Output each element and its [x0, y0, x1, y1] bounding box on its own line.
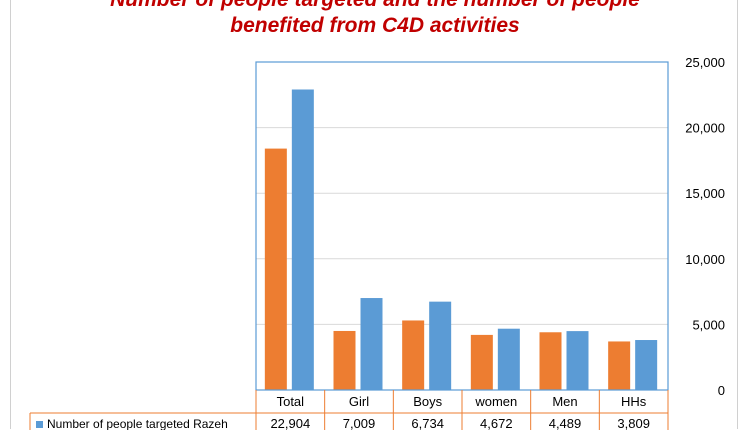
chart-border	[10, 0, 738, 429]
data-table-value: 22,904	[270, 416, 310, 430]
bar[interactable]	[402, 320, 425, 390]
plot-area-frame	[255, 61, 669, 391]
chart-title-line1: Number of people targeted and the number…	[0, 0, 750, 12]
y-tick-label: 10,000	[685, 252, 725, 267]
x-category-label: Total	[277, 394, 305, 409]
bar[interactable]	[635, 340, 658, 390]
bar[interactable]	[333, 330, 356, 390]
bar[interactable]	[360, 298, 383, 390]
x-category-label: Men	[552, 394, 577, 409]
y-tick-label: 20,000	[685, 121, 725, 136]
bar[interactable]	[497, 328, 520, 390]
legend-series-name: Number of people targeted Razeh	[47, 417, 228, 430]
bar[interactable]	[566, 331, 589, 390]
legend-swatch	[36, 421, 43, 428]
y-tick-label: 15,000	[685, 186, 725, 201]
x-category-label: HHs	[621, 394, 647, 409]
bar[interactable]	[470, 334, 493, 390]
bar[interactable]	[539, 332, 562, 390]
data-table-value: 3,809	[617, 416, 650, 430]
data-table-value: 4,672	[480, 416, 513, 430]
x-category-label: Boys	[413, 394, 442, 409]
bar[interactable]	[429, 301, 452, 390]
data-table-value: 6,734	[411, 416, 444, 430]
bar[interactable]	[608, 341, 631, 390]
chart-title-line2: benefited from C4D activities	[230, 14, 520, 37]
x-category-label: women	[474, 394, 517, 409]
bar[interactable]	[291, 89, 314, 391]
data-table-value: 4,489	[549, 416, 582, 430]
data-table-value: 7,009	[343, 416, 376, 430]
bar[interactable]	[264, 148, 287, 390]
y-tick-label: 25,000	[685, 55, 725, 70]
y-tick-label: 5,000	[692, 317, 725, 332]
x-category-label: Girl	[349, 394, 369, 409]
y-tick-label: 0	[718, 383, 725, 398]
